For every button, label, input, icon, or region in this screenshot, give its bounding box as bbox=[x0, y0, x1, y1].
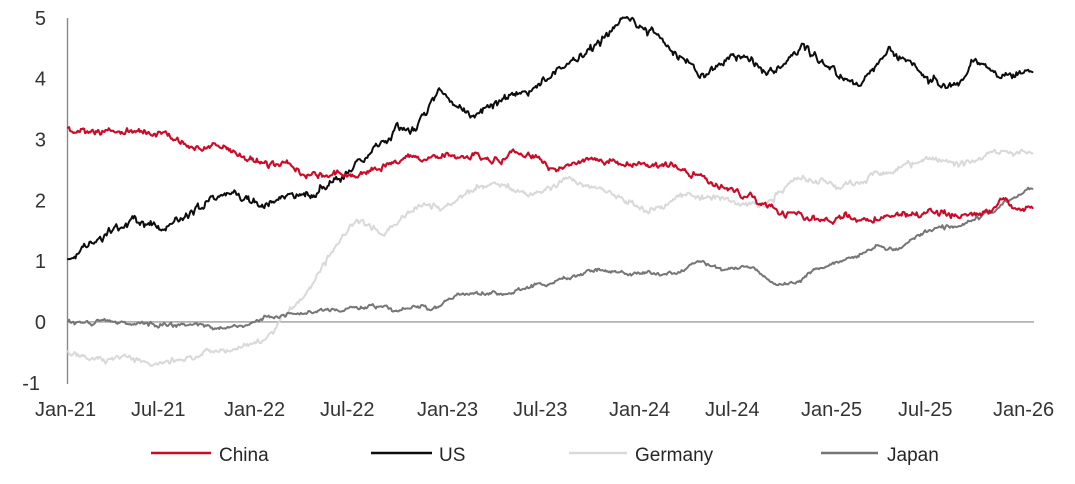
svg-text:1: 1 bbox=[35, 251, 46, 273]
svg-text:Jan-23: Jan-23 bbox=[417, 399, 478, 421]
svg-text:China: China bbox=[219, 445, 269, 466]
svg-text:Jan-25: Jan-25 bbox=[801, 399, 862, 421]
svg-text:Germany: Germany bbox=[635, 445, 714, 466]
svg-text:2: 2 bbox=[35, 190, 46, 212]
svg-text:0: 0 bbox=[35, 312, 46, 334]
svg-text:Jan-24: Jan-24 bbox=[609, 399, 670, 421]
svg-text:Jul-21: Jul-21 bbox=[131, 399, 185, 421]
svg-text:Jul-25: Jul-25 bbox=[898, 399, 952, 421]
svg-text:4: 4 bbox=[35, 69, 46, 91]
svg-text:Jul-23: Jul-23 bbox=[513, 399, 567, 421]
svg-text:3: 3 bbox=[35, 129, 46, 151]
svg-text:US: US bbox=[439, 445, 465, 466]
svg-text:-1: -1 bbox=[22, 373, 40, 395]
svg-text:Jan-26: Jan-26 bbox=[993, 399, 1054, 421]
svg-text:Japan: Japan bbox=[887, 445, 939, 466]
svg-text:Jan-21: Jan-21 bbox=[35, 399, 96, 421]
svg-text:5: 5 bbox=[35, 8, 46, 30]
svg-text:Jul-22: Jul-22 bbox=[320, 399, 374, 421]
svg-text:Jan-22: Jan-22 bbox=[224, 399, 285, 421]
svg-text:Jul-24: Jul-24 bbox=[705, 399, 759, 421]
